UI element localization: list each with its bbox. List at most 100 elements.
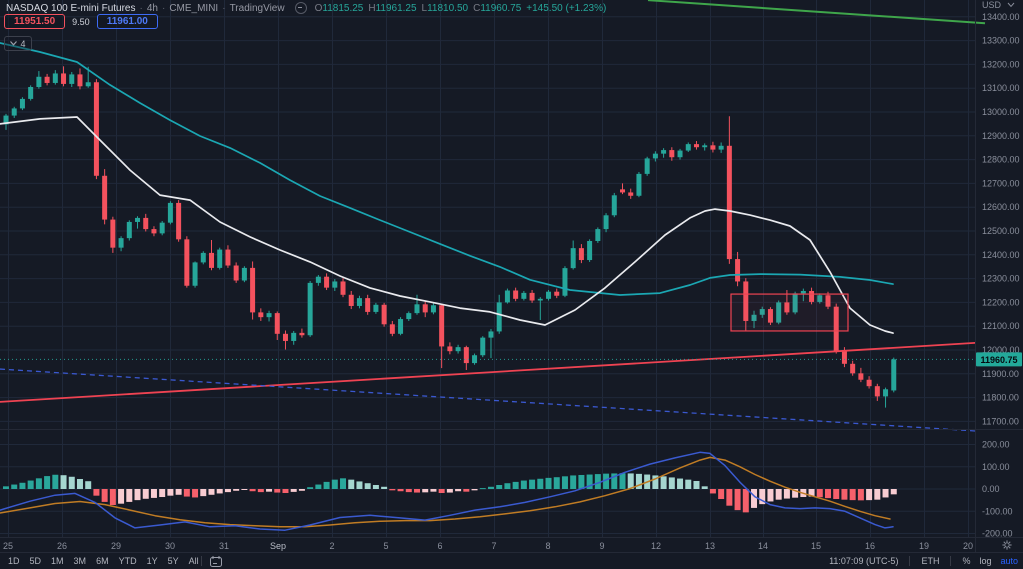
macd-bar bbox=[775, 489, 782, 500]
macd-bar bbox=[578, 474, 585, 489]
scale-settings-gear-icon[interactable] bbox=[1002, 540, 1012, 550]
candle-body bbox=[850, 363, 856, 374]
candle-body bbox=[356, 298, 362, 306]
candle-body bbox=[595, 229, 601, 241]
candle-body bbox=[784, 302, 790, 313]
symbol-title[interactable]: NASDAQ 100 E-mini Futures bbox=[6, 2, 136, 14]
red-ascending-trendline[interactable] bbox=[0, 340, 1023, 403]
candle-body bbox=[472, 355, 478, 364]
separator-dot: · bbox=[139, 2, 143, 14]
candle-body bbox=[28, 87, 34, 99]
time-axis[interactable]: 25 26 29 30 31 Sep 2 5 6 7 8 9 12 13 14 15 16 19 20 bbox=[3, 541, 973, 551]
candle-body bbox=[792, 293, 798, 313]
candle-body bbox=[233, 265, 239, 281]
candle-body bbox=[529, 292, 535, 301]
candle-body bbox=[439, 305, 445, 347]
buy-button[interactable]: 11961.00 bbox=[96, 14, 158, 29]
source-circle-icon[interactable] bbox=[294, 2, 307, 14]
candle-body bbox=[891, 359, 897, 391]
macd-bar bbox=[274, 489, 281, 493]
log-scale-button[interactable]: log bbox=[979, 556, 992, 566]
range-button-all[interactable]: All bbox=[188, 556, 199, 566]
time-tick-label: 16 bbox=[865, 541, 875, 551]
range-button-5d[interactable]: 5D bbox=[29, 556, 42, 566]
range-button-1y[interactable]: 1Y bbox=[146, 556, 158, 566]
range-button-1d[interactable]: 1D bbox=[8, 556, 20, 566]
macd-signal-line bbox=[0, 456, 891, 528]
macd-bar bbox=[150, 489, 157, 498]
auto-scale-button[interactable]: auto bbox=[1000, 556, 1018, 566]
green-descending-trendline[interactable] bbox=[647, 0, 986, 25]
range-button-6m[interactable]: 6M bbox=[96, 556, 109, 566]
candle-body bbox=[250, 267, 256, 313]
macd-bar bbox=[603, 473, 610, 489]
macd-bar bbox=[496, 484, 503, 489]
macd-bar bbox=[487, 486, 494, 489]
indicators-collapse-chip[interactable]: 4 bbox=[4, 36, 32, 51]
separator-dot: · bbox=[161, 2, 166, 14]
candle-body bbox=[603, 215, 609, 230]
candle-body bbox=[52, 73, 58, 83]
sell-button[interactable]: 11951.50 bbox=[4, 14, 66, 29]
interval-label[interactable]: 4h bbox=[146, 2, 158, 14]
macd-bar bbox=[660, 476, 667, 489]
chevron-down-icon bbox=[10, 41, 18, 46]
currency-caret-icon bbox=[1007, 2, 1015, 8]
macd-bar bbox=[76, 478, 83, 489]
price-tick-label: 12000.00 bbox=[982, 345, 1020, 355]
macd-bar bbox=[331, 479, 338, 489]
price-tick-label: 12300.00 bbox=[982, 274, 1020, 284]
candle-body bbox=[151, 229, 157, 234]
candle-body bbox=[578, 248, 584, 261]
macd-bar bbox=[52, 474, 59, 489]
price-axis[interactable]: USD 13400.00 13300.00 13200.00 13100.00 13000… bbox=[982, 0, 1020, 539]
candle-body bbox=[373, 304, 379, 312]
macd-bar bbox=[455, 489, 462, 492]
macd-bar bbox=[192, 489, 199, 498]
macd-bar bbox=[545, 477, 552, 489]
percent-scale-button[interactable]: % bbox=[962, 556, 971, 566]
high-label: H bbox=[368, 2, 376, 14]
candle-body bbox=[661, 150, 667, 154]
macd-bar bbox=[586, 474, 593, 489]
candle-body bbox=[102, 175, 108, 220]
macd-bar bbox=[159, 489, 166, 498]
indicator-count: 4 bbox=[20, 38, 26, 49]
macd-bar bbox=[290, 489, 297, 492]
session-eth-button[interactable]: ETH bbox=[921, 556, 940, 566]
macd-bar bbox=[726, 489, 733, 506]
range-button-3m[interactable]: 3M bbox=[73, 556, 87, 566]
range-button-1m[interactable]: 1M bbox=[51, 556, 64, 566]
symbol-legend[interactable]: NASDAQ 100 E-mini Futures · 4h · CME_MIN… bbox=[6, 2, 606, 14]
range-button-5y[interactable]: 5Y bbox=[167, 556, 179, 566]
candle-body bbox=[340, 281, 346, 295]
toolbar-divider bbox=[950, 556, 952, 566]
close-label: C bbox=[473, 2, 481, 14]
currency-label[interactable]: USD bbox=[982, 0, 1002, 10]
ohlc-readout: O11815.25 H11961.25 L11810.50 C11960.75 … bbox=[315, 3, 607, 14]
macd-bar bbox=[759, 489, 766, 505]
candle-body bbox=[315, 276, 321, 283]
macd-bar bbox=[348, 479, 355, 489]
macd-tick-label: 200.00 bbox=[982, 440, 1010, 450]
macd-bar bbox=[537, 478, 544, 489]
macd-bar bbox=[134, 489, 141, 501]
price-tick-label: 13000.00 bbox=[982, 107, 1020, 117]
macd-bar bbox=[693, 480, 700, 489]
go-to-date-calendar-icon[interactable] bbox=[209, 555, 222, 567]
macd-bar bbox=[315, 484, 322, 489]
time-tick-label: 6 bbox=[437, 541, 442, 551]
plot-area[interactable] bbox=[0, 0, 1023, 537]
clock-time[interactable]: 11:07:09 (UTC-5) bbox=[829, 556, 899, 566]
candle-body bbox=[546, 291, 552, 299]
candle-body bbox=[77, 74, 83, 87]
price-tick-label: 11700.00 bbox=[982, 416, 1019, 426]
macd-bar bbox=[414, 489, 420, 493]
consolidation-box-drawing[interactable] bbox=[730, 293, 849, 332]
macd-bar bbox=[718, 489, 725, 500]
macd-bar bbox=[677, 478, 684, 489]
range-button-ytd[interactable]: YTD bbox=[118, 556, 137, 566]
exchange-label[interactable]: CME_MINI bbox=[169, 2, 219, 14]
